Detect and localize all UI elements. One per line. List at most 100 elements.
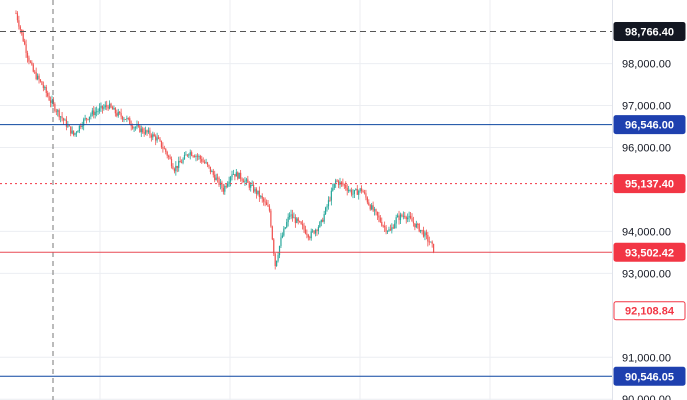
candle-body: [280, 237, 282, 247]
candle-body: [427, 234, 429, 242]
candle-body: [218, 177, 220, 185]
candle-body: [290, 214, 292, 216]
candle-body: [251, 184, 253, 186]
candle-body: [155, 136, 157, 141]
price-axis-tick-label: 94,000.00: [622, 226, 671, 238]
candle-body: [335, 180, 337, 184]
candle-body: [327, 200, 330, 207]
candle-body: [137, 125, 139, 127]
candle-body: [19, 26, 21, 30]
candle-body: [359, 188, 361, 192]
candle-body: [232, 174, 235, 175]
candle-body: [198, 156, 200, 157]
candle-body: [227, 183, 229, 187]
candle-body: [38, 75, 40, 80]
candle-body: [399, 214, 402, 221]
candle-body: [224, 186, 226, 192]
candle-body: [362, 190, 364, 193]
candle-body: [313, 230, 315, 234]
price-axis-tick-label: 98,000.00: [622, 59, 671, 71]
candle-body: [93, 110, 95, 116]
price-level-tag-label: 92,108.84: [625, 306, 675, 318]
candle-body: [417, 223, 419, 225]
candle-body: [333, 183, 335, 189]
candle-body: [139, 125, 141, 133]
candle-body: [117, 111, 119, 116]
candle-body: [80, 125, 82, 128]
candle-body: [349, 190, 351, 191]
candle-body: [32, 64, 34, 72]
candle-body: [119, 111, 121, 114]
candle-body: [306, 233, 308, 235]
candle-body: [142, 128, 144, 133]
candle-body: [222, 187, 224, 192]
candle-body: [168, 155, 170, 157]
candle-body: [425, 232, 427, 235]
price-level-tag-label: 96,546.00: [625, 120, 674, 132]
candle-body: [211, 171, 213, 173]
candle-body: [303, 225, 305, 230]
candle-body: [75, 132, 78, 134]
candle-body: [16, 13, 19, 21]
candle-body: [73, 130, 75, 135]
candle-body: [397, 215, 399, 218]
candle-body: [342, 182, 344, 185]
candle-body: [323, 214, 325, 222]
candle-body: [60, 116, 62, 118]
candle-body: [326, 206, 328, 208]
price-level-tag: [613, 301, 686, 321]
candle-body: [411, 218, 413, 222]
candle-body: [116, 113, 118, 116]
candle-body: [343, 184, 345, 186]
candle-body: [185, 154, 187, 156]
candle-body: [173, 169, 175, 172]
candle-body: [385, 227, 387, 232]
candle-body: [235, 172, 237, 177]
candle-body: [178, 160, 180, 168]
price-level-tag-label: 90,546.05: [625, 371, 674, 383]
candle-body: [127, 117, 129, 119]
candle-body: [268, 206, 271, 211]
candle-body: [172, 166, 174, 170]
candle-body: [361, 188, 363, 191]
candle-body: [240, 172, 242, 179]
candle-body: [57, 110, 59, 112]
candle-body: [42, 84, 44, 88]
candle-body: [162, 147, 164, 149]
candle-body: [415, 223, 417, 228]
candle-body: [264, 201, 266, 203]
price-level-tag: [613, 174, 686, 194]
candle-body: [96, 111, 98, 113]
candle-body: [136, 125, 138, 128]
candle-body: [51, 100, 53, 103]
candle-body: [47, 92, 49, 97]
candle-body: [70, 126, 72, 134]
candle-body: [78, 125, 80, 132]
candle-body: [110, 103, 112, 108]
candle-body: [133, 127, 135, 129]
price-level-tag: [613, 242, 686, 262]
candle-body: [44, 87, 46, 88]
candle-body: [273, 239, 275, 254]
candle-body: [301, 224, 304, 226]
candle-body: [332, 188, 334, 191]
candle-body: [398, 215, 400, 221]
price-level-tag: [613, 21, 686, 41]
candle-body: [132, 126, 134, 129]
candle-body: [62, 118, 65, 121]
candle-body: [244, 180, 246, 183]
candle-body: [188, 154, 190, 156]
price-axis-tick-label: 96,000.00: [622, 143, 671, 155]
candle-body: [54, 103, 56, 111]
candle-body: [265, 202, 268, 205]
price-axis-tick-label: 97,000.00: [622, 101, 671, 113]
price-axis-tick-label: 90,000.00: [622, 394, 671, 400]
candle-body: [355, 189, 357, 191]
candle-body: [31, 62, 33, 65]
candle-body: [348, 190, 350, 191]
candle-body: [206, 162, 209, 165]
candle-body: [389, 229, 391, 231]
candle-body: [330, 190, 332, 201]
